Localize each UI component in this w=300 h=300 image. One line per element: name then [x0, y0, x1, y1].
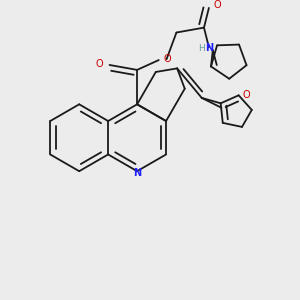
Text: N: N: [205, 43, 213, 53]
Text: O: O: [96, 59, 103, 69]
Text: H: H: [198, 44, 204, 53]
Text: O: O: [243, 90, 250, 100]
Text: N: N: [133, 168, 141, 178]
Text: O: O: [214, 0, 222, 10]
Text: O: O: [164, 54, 171, 64]
